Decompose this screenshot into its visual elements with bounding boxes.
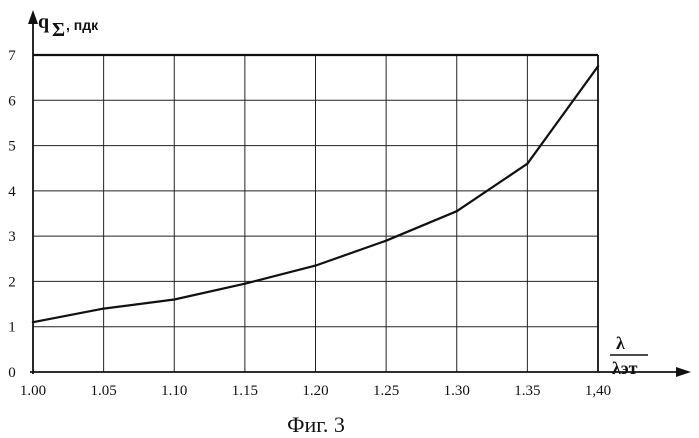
y-axis-unit: , пдк bbox=[66, 17, 99, 33]
x-axis-denominator: λэт bbox=[612, 358, 638, 378]
x-tick-label: 1.15 bbox=[232, 383, 258, 399]
y-tick-label: 7 bbox=[8, 48, 16, 64]
x-tick-label: 1.35 bbox=[514, 383, 540, 399]
y-axis-arrow bbox=[28, 10, 38, 24]
data-point bbox=[102, 307, 104, 309]
x-tick-label: 1.00 bbox=[20, 383, 46, 399]
y-tick-label: 0 bbox=[8, 365, 16, 381]
x-tick-label: 1.30 bbox=[444, 383, 470, 399]
y-tick-label: 2 bbox=[8, 274, 16, 290]
data-point bbox=[32, 321, 34, 323]
axes bbox=[28, 10, 691, 377]
x-tick-label: 1,40 bbox=[585, 383, 611, 399]
data-point bbox=[456, 210, 458, 212]
y-tick-label: 1 bbox=[8, 320, 16, 336]
data-point bbox=[314, 264, 316, 266]
y-tick-label: 5 bbox=[8, 139, 16, 155]
data-point bbox=[597, 65, 599, 67]
data-point bbox=[526, 162, 528, 164]
grid bbox=[33, 55, 598, 372]
y-tick-label: 4 bbox=[8, 184, 16, 200]
data-point bbox=[173, 298, 175, 300]
x-tick-label: 1.25 bbox=[373, 383, 399, 399]
y-axis-subscript: Σ bbox=[52, 19, 65, 41]
x-tick-label: 1.10 bbox=[161, 383, 187, 399]
x-axis-arrow bbox=[676, 367, 691, 377]
x-axis-numerator: λ bbox=[616, 333, 625, 353]
data-point bbox=[385, 239, 387, 241]
y-tick-label: 6 bbox=[8, 93, 16, 109]
figure-caption: Фиг. 3 bbox=[287, 412, 345, 437]
y-tick-label: 3 bbox=[8, 229, 16, 245]
x-tick-label: 1.05 bbox=[91, 383, 117, 399]
x-tick-label: 1.20 bbox=[302, 383, 328, 399]
data-point bbox=[244, 282, 246, 284]
y-axis-symbol: q bbox=[38, 11, 49, 33]
